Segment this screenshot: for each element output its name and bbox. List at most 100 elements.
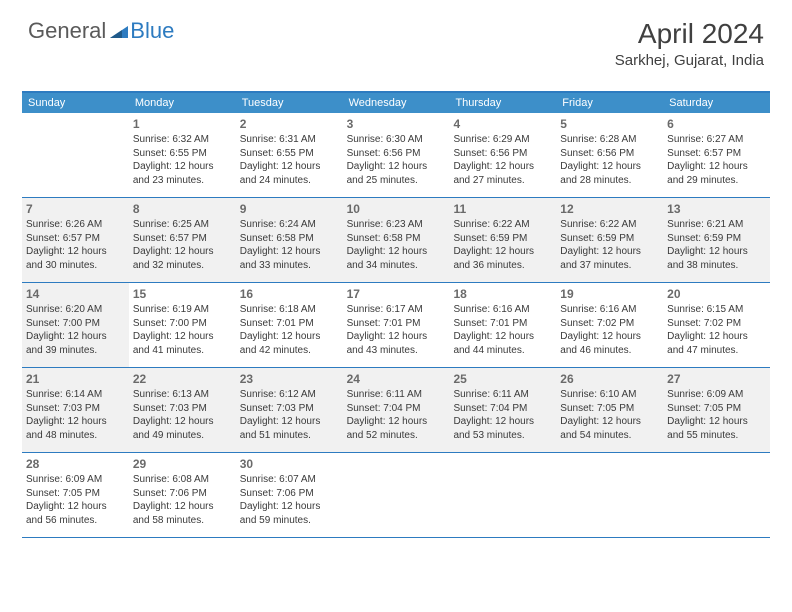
week-row: 7Sunrise: 6:26 AMSunset: 6:57 PMDaylight… <box>22 198 770 283</box>
calendar-cell: 12Sunrise: 6:22 AMSunset: 6:59 PMDayligh… <box>556 198 663 282</box>
daylight-line: Daylight: 12 hours and 56 minutes. <box>26 500 125 527</box>
sunrise-line: Sunrise: 6:09 AM <box>26 473 125 487</box>
calendar-cell: 13Sunrise: 6:21 AMSunset: 6:59 PMDayligh… <box>663 198 770 282</box>
daylight-line: Daylight: 12 hours and 29 minutes. <box>667 160 766 187</box>
day-number: 16 <box>240 285 339 303</box>
sunrise-line: Sunrise: 6:28 AM <box>560 133 659 147</box>
daylight-line: Daylight: 12 hours and 43 minutes. <box>347 330 446 357</box>
day-number: 22 <box>133 370 232 388</box>
day-number: 18 <box>453 285 552 303</box>
sunrise-line: Sunrise: 6:08 AM <box>133 473 232 487</box>
logo-text-blue: Blue <box>130 18 174 44</box>
day-number: 7 <box>26 200 125 218</box>
sunrise-line: Sunrise: 6:12 AM <box>240 388 339 402</box>
calendar-cell: 9Sunrise: 6:24 AMSunset: 6:58 PMDaylight… <box>236 198 343 282</box>
sunset-line: Sunset: 7:05 PM <box>26 487 125 501</box>
daylight-line: Daylight: 12 hours and 38 minutes. <box>667 245 766 272</box>
sunset-line: Sunset: 6:58 PM <box>240 232 339 246</box>
day-number: 24 <box>347 370 446 388</box>
day-number: 15 <box>133 285 232 303</box>
sunrise-line: Sunrise: 6:29 AM <box>453 133 552 147</box>
calendar-cell: 2Sunrise: 6:31 AMSunset: 6:55 PMDaylight… <box>236 113 343 197</box>
calendar-cell: 5Sunrise: 6:28 AMSunset: 6:56 PMDaylight… <box>556 113 663 197</box>
calendar-cell: 23Sunrise: 6:12 AMSunset: 7:03 PMDayligh… <box>236 368 343 452</box>
day-number: 6 <box>667 115 766 133</box>
day-number: 25 <box>453 370 552 388</box>
weeks-container: 1Sunrise: 6:32 AMSunset: 6:55 PMDaylight… <box>22 113 770 538</box>
sunrise-line: Sunrise: 6:24 AM <box>240 218 339 232</box>
daylight-line: Daylight: 12 hours and 58 minutes. <box>133 500 232 527</box>
logo-text-general: General <box>28 18 106 44</box>
day-number: 11 <box>453 200 552 218</box>
sunrise-line: Sunrise: 6:11 AM <box>453 388 552 402</box>
daylight-line: Daylight: 12 hours and 36 minutes. <box>453 245 552 272</box>
daylight-line: Daylight: 12 hours and 39 minutes. <box>26 330 125 357</box>
day-number: 3 <box>347 115 446 133</box>
day-number: 2 <box>240 115 339 133</box>
sunset-line: Sunset: 7:05 PM <box>560 402 659 416</box>
daylight-line: Daylight: 12 hours and 33 minutes. <box>240 245 339 272</box>
sunset-line: Sunset: 6:55 PM <box>133 147 232 161</box>
daylight-line: Daylight: 12 hours and 55 minutes. <box>667 415 766 442</box>
day-number: 27 <box>667 370 766 388</box>
sunset-line: Sunset: 6:57 PM <box>26 232 125 246</box>
sunset-line: Sunset: 6:57 PM <box>133 232 232 246</box>
sunset-line: Sunset: 7:05 PM <box>667 402 766 416</box>
day-number: 19 <box>560 285 659 303</box>
sunset-line: Sunset: 7:02 PM <box>667 317 766 331</box>
daylight-line: Daylight: 12 hours and 51 minutes. <box>240 415 339 442</box>
sunset-line: Sunset: 7:06 PM <box>133 487 232 501</box>
week-row: 14Sunrise: 6:20 AMSunset: 7:00 PMDayligh… <box>22 283 770 368</box>
sunrise-line: Sunrise: 6:19 AM <box>133 303 232 317</box>
sunset-line: Sunset: 7:02 PM <box>560 317 659 331</box>
daylight-line: Daylight: 12 hours and 34 minutes. <box>347 245 446 272</box>
title-block: April 2024 Sarkhej, Gujarat, India <box>615 18 764 69</box>
day-number: 30 <box>240 455 339 473</box>
day-header: Thursday <box>449 93 556 113</box>
calendar-cell: 7Sunrise: 6:26 AMSunset: 6:57 PMDaylight… <box>22 198 129 282</box>
daylight-line: Daylight: 12 hours and 23 minutes. <box>133 160 232 187</box>
day-number: 9 <box>240 200 339 218</box>
sunset-line: Sunset: 7:00 PM <box>26 317 125 331</box>
sunset-line: Sunset: 6:56 PM <box>347 147 446 161</box>
day-header: Sunday <box>22 93 129 113</box>
daylight-line: Daylight: 12 hours and 27 minutes. <box>453 160 552 187</box>
calendar-cell: 16Sunrise: 6:18 AMSunset: 7:01 PMDayligh… <box>236 283 343 367</box>
daylight-line: Daylight: 12 hours and 41 minutes. <box>133 330 232 357</box>
daylight-line: Daylight: 12 hours and 48 minutes. <box>26 415 125 442</box>
calendar-cell: 17Sunrise: 6:17 AMSunset: 7:01 PMDayligh… <box>343 283 450 367</box>
sunrise-line: Sunrise: 6:22 AM <box>453 218 552 232</box>
sunset-line: Sunset: 6:56 PM <box>453 147 552 161</box>
daylight-line: Daylight: 12 hours and 37 minutes. <box>560 245 659 272</box>
calendar-cell: 14Sunrise: 6:20 AMSunset: 7:00 PMDayligh… <box>22 283 129 367</box>
daylight-line: Daylight: 12 hours and 59 minutes. <box>240 500 339 527</box>
sunrise-line: Sunrise: 6:23 AM <box>347 218 446 232</box>
calendar-cell: 25Sunrise: 6:11 AMSunset: 7:04 PMDayligh… <box>449 368 556 452</box>
logo-triangle-icon <box>110 24 128 38</box>
daylight-line: Daylight: 12 hours and 49 minutes. <box>133 415 232 442</box>
day-header: Monday <box>129 93 236 113</box>
calendar-cell: 28Sunrise: 6:09 AMSunset: 7:05 PMDayligh… <box>22 453 129 537</box>
calendar-cell: 30Sunrise: 6:07 AMSunset: 7:06 PMDayligh… <box>236 453 343 537</box>
calendar-cell: 18Sunrise: 6:16 AMSunset: 7:01 PMDayligh… <box>449 283 556 367</box>
sunrise-line: Sunrise: 6:09 AM <box>667 388 766 402</box>
daylight-line: Daylight: 12 hours and 52 minutes. <box>347 415 446 442</box>
sunrise-line: Sunrise: 6:26 AM <box>26 218 125 232</box>
sunrise-line: Sunrise: 6:07 AM <box>240 473 339 487</box>
sunrise-line: Sunrise: 6:18 AM <box>240 303 339 317</box>
day-number: 13 <box>667 200 766 218</box>
day-header-row: SundayMondayTuesdayWednesdayThursdayFrid… <box>22 93 770 113</box>
sunrise-line: Sunrise: 6:10 AM <box>560 388 659 402</box>
calendar-cell <box>663 453 770 537</box>
sunset-line: Sunset: 6:55 PM <box>240 147 339 161</box>
day-number: 12 <box>560 200 659 218</box>
sunset-line: Sunset: 7:01 PM <box>347 317 446 331</box>
daylight-line: Daylight: 12 hours and 53 minutes. <box>453 415 552 442</box>
calendar-cell: 19Sunrise: 6:16 AMSunset: 7:02 PMDayligh… <box>556 283 663 367</box>
calendar-cell: 1Sunrise: 6:32 AMSunset: 6:55 PMDaylight… <box>129 113 236 197</box>
sunrise-line: Sunrise: 6:31 AM <box>240 133 339 147</box>
calendar-cell <box>343 453 450 537</box>
day-number: 23 <box>240 370 339 388</box>
sunset-line: Sunset: 7:01 PM <box>240 317 339 331</box>
sunrise-line: Sunrise: 6:11 AM <box>347 388 446 402</box>
